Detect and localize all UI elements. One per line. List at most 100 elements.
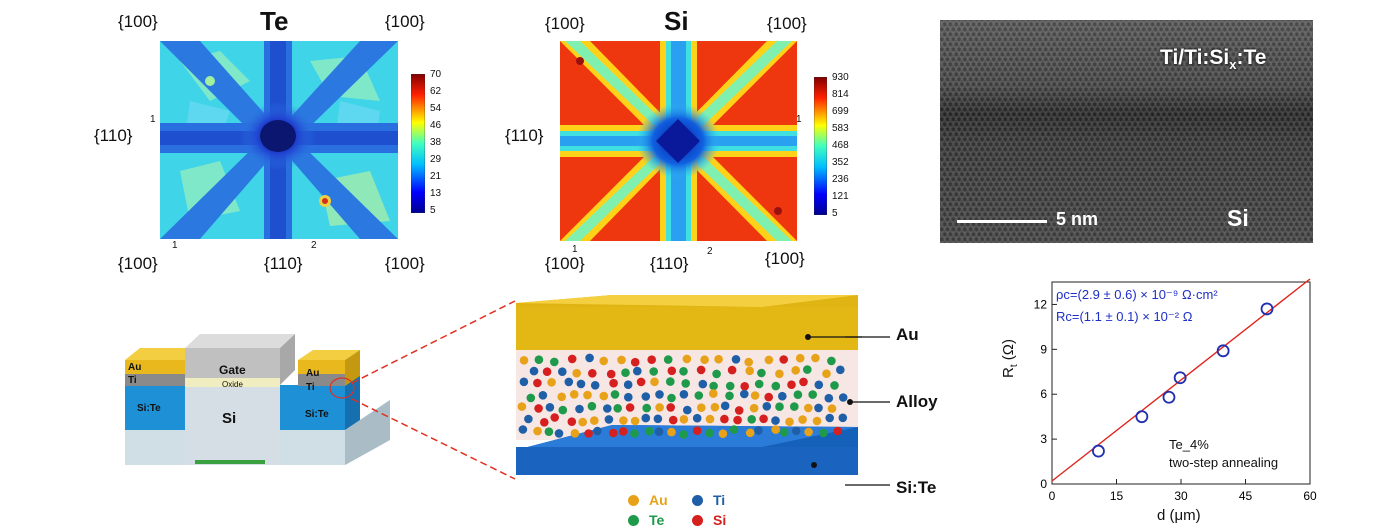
atom-au (599, 391, 609, 401)
atom-au (590, 416, 599, 425)
te-colorbar (411, 74, 425, 213)
atom-ti (754, 426, 763, 435)
atom-te (681, 379, 690, 388)
atom-si (667, 366, 677, 376)
te-label-bottom-mid: {110} (264, 254, 303, 273)
atom-ti (564, 377, 574, 387)
atom-au (709, 389, 718, 398)
atom-te (526, 393, 536, 403)
atom-si (647, 355, 656, 364)
atom-te (550, 357, 559, 367)
atom-au (812, 416, 822, 426)
atom-si (619, 427, 628, 436)
chart-xlabel: d (μm) (1157, 507, 1201, 524)
x-tick-label: 15 (1110, 489, 1124, 503)
atom-au (630, 416, 640, 426)
device-schematic (125, 334, 390, 465)
atom-te (771, 381, 781, 391)
atom-ti (545, 403, 555, 412)
atom-si (734, 406, 744, 415)
tem-top-label-main: Ti/Ti:Si (1160, 46, 1230, 69)
atom-te (754, 379, 764, 389)
atom-au (572, 368, 581, 378)
atom-ti (731, 355, 741, 364)
atom-au (570, 429, 580, 438)
atom-te (644, 426, 654, 436)
si-marker-1b: 1 (572, 244, 578, 255)
x-tick-label: 0 (1049, 489, 1056, 503)
data-point (1260, 302, 1274, 316)
si-cb-tick-6: 236 (832, 174, 849, 185)
atom-si (696, 365, 706, 375)
atom-si (759, 414, 768, 424)
atom-ti (524, 414, 533, 424)
atom-au (599, 356, 608, 366)
atom-te (621, 368, 630, 377)
si-label-top-left: {100} (545, 14, 585, 33)
layer-au-label: Au (896, 325, 919, 344)
chart-ylabel-main: R (1000, 367, 1017, 378)
si-label-left: {110} (505, 126, 544, 145)
te-pole-figure (160, 41, 398, 239)
atom-au (655, 403, 664, 412)
atom-au (744, 357, 753, 367)
te-cb-tick-3: 46 (430, 120, 442, 131)
atom-si (668, 415, 678, 425)
atom-ti (654, 427, 664, 436)
device-au-right: Au (306, 368, 320, 379)
atom-au (804, 403, 813, 413)
atom-ti (529, 366, 539, 376)
device-gate: Gate (219, 363, 246, 377)
atom-te (709, 381, 718, 391)
atom-ti (824, 393, 834, 403)
te-cb-tick-6: 21 (430, 171, 442, 182)
atom-ti (778, 391, 787, 401)
atom-au (718, 429, 728, 438)
atom-au (714, 354, 723, 364)
atom-te (775, 402, 784, 411)
si-colorbar (814, 77, 827, 215)
atom-au (798, 415, 807, 424)
atom-ti (679, 390, 689, 399)
te-label-top-left: {100} (118, 12, 158, 31)
atom-ti (762, 402, 772, 411)
te-label-bottom-right: {100} (385, 254, 425, 273)
te-cb-tick-0: 70 (430, 69, 442, 80)
x-tick-label: 45 (1239, 489, 1253, 503)
si-cb-tick-8: 5 (832, 208, 838, 219)
y-tick-label: 9 (1040, 342, 1047, 356)
atom-au (547, 378, 556, 387)
te-cb-tick-1: 62 (430, 86, 442, 97)
y-tick-label: 12 (1034, 297, 1048, 311)
x-tick-label: 30 (1174, 489, 1188, 503)
atom-ti (633, 366, 642, 376)
atom-au (785, 417, 794, 427)
atom-au (682, 354, 692, 364)
atom-te (613, 404, 622, 413)
atom-si (584, 429, 593, 438)
atom-ti (641, 392, 651, 401)
atom-si (625, 403, 635, 412)
y-tick-label: 0 (1040, 477, 1047, 491)
chart-ylabel: Rt (Ω) (1000, 339, 1020, 378)
atom-te (725, 381, 735, 391)
atom-te (808, 390, 817, 399)
atom-au (578, 417, 587, 427)
legend-si-dot (692, 515, 703, 527)
si-map-title: Si (664, 6, 689, 36)
si-label-top-right: {100} (767, 14, 807, 33)
atom-si (833, 426, 843, 436)
atom-ti (698, 379, 708, 389)
legend-si-label: Si (713, 512, 727, 528)
te-cb-tick-4: 38 (430, 137, 442, 148)
zoom-connectors (351, 300, 516, 480)
atom-ti (720, 401, 730, 411)
atom-au (700, 355, 709, 364)
atom-au (791, 366, 800, 375)
atom-si (799, 377, 808, 387)
atom-ti (519, 377, 529, 387)
si-label-bottom-left: {100} (545, 254, 585, 273)
atom-au (517, 402, 527, 411)
atom-ti (814, 380, 824, 390)
atom-ti (683, 405, 692, 415)
